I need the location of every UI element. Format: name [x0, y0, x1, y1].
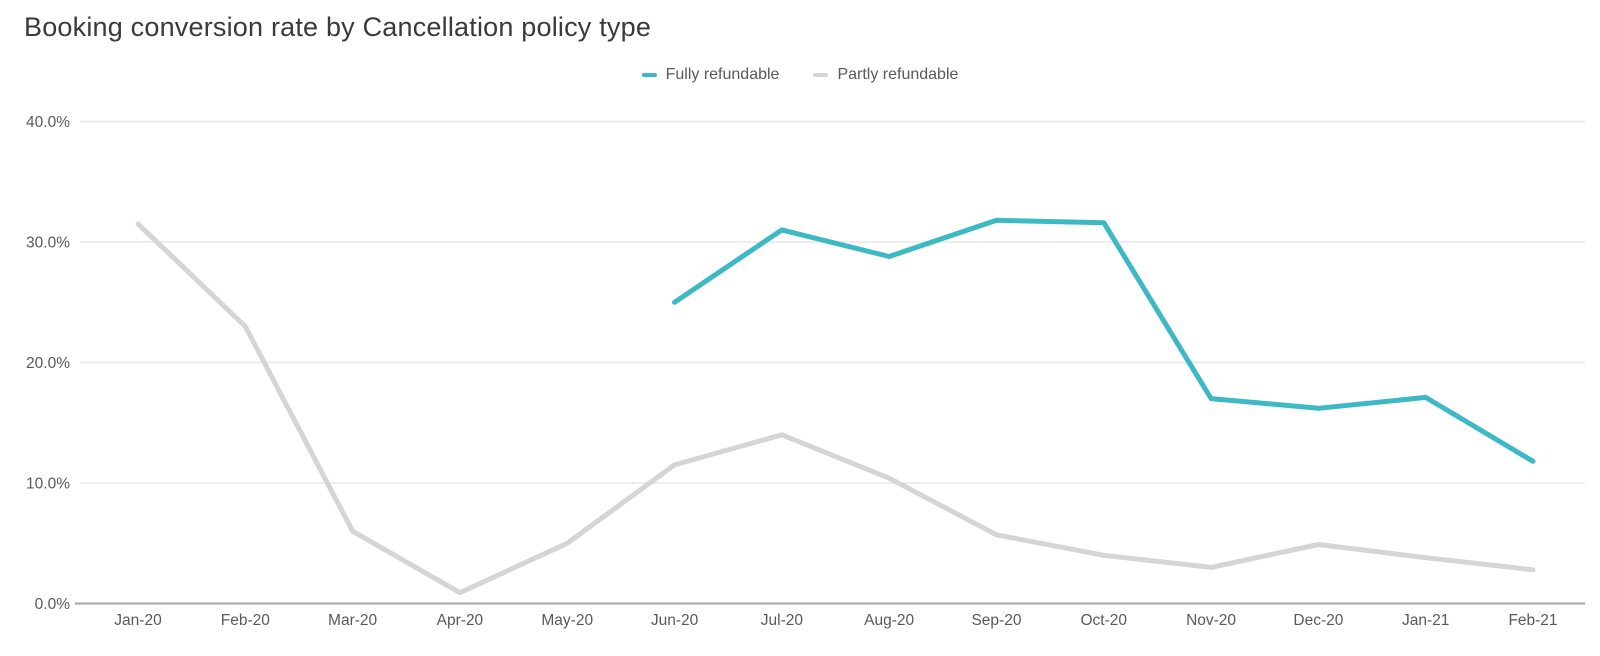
- legend-label-partly-refundable: Partly refundable: [837, 66, 959, 83]
- x-axis-tick-label: Dec-20: [1293, 612, 1343, 629]
- chart-legend: Fully refundable Partly refundable: [0, 66, 1600, 84]
- x-axis-tick-label: Feb-20: [221, 612, 270, 629]
- y-axis-tick-label: 40.0%: [26, 114, 70, 131]
- x-axis-tick-label: Apr-20: [437, 612, 484, 629]
- x-axis-tick-label: Jun-20: [651, 612, 699, 629]
- x-axis-tick-label: May-20: [541, 612, 593, 629]
- series-line-fully-refundable: [672, 217, 1536, 464]
- y-axis-tick-label: 20.0%: [26, 355, 70, 372]
- series-line-partly-refundable: [135, 221, 1536, 596]
- x-axis-tick-label: Nov-20: [1186, 612, 1236, 629]
- chart-title: Booking conversion rate by Cancellation …: [24, 12, 652, 42]
- x-axis-tick-label: Jan-21: [1402, 612, 1449, 629]
- legend-item-fully-refundable[interactable]: Fully refundable: [641, 66, 780, 84]
- x-axis-tick-label: Feb-21: [1508, 612, 1557, 629]
- x-axis-tick-label: Sep-20: [971, 612, 1021, 629]
- y-axis-tick-label: 0.0%: [35, 596, 71, 613]
- x-axis-tick-label: Oct-20: [1081, 612, 1128, 629]
- y-axis-tick-label: 30.0%: [26, 235, 70, 252]
- x-axis-tick-label: Jan-20: [114, 612, 162, 629]
- legend-marker-partly-refundable: [813, 73, 829, 77]
- x-axis-tick-label: Mar-20: [328, 612, 377, 629]
- y-axis-tick-label: 10.0%: [26, 476, 70, 493]
- legend-label-fully-refundable: Fully refundable: [665, 66, 780, 83]
- x-axis-tick-label: Aug-20: [864, 612, 914, 629]
- legend-item-partly-refundable[interactable]: Partly refundable: [813, 66, 958, 84]
- legend-marker-fully-refundable: [641, 73, 657, 77]
- x-axis-tick-label: Jul-20: [761, 612, 804, 629]
